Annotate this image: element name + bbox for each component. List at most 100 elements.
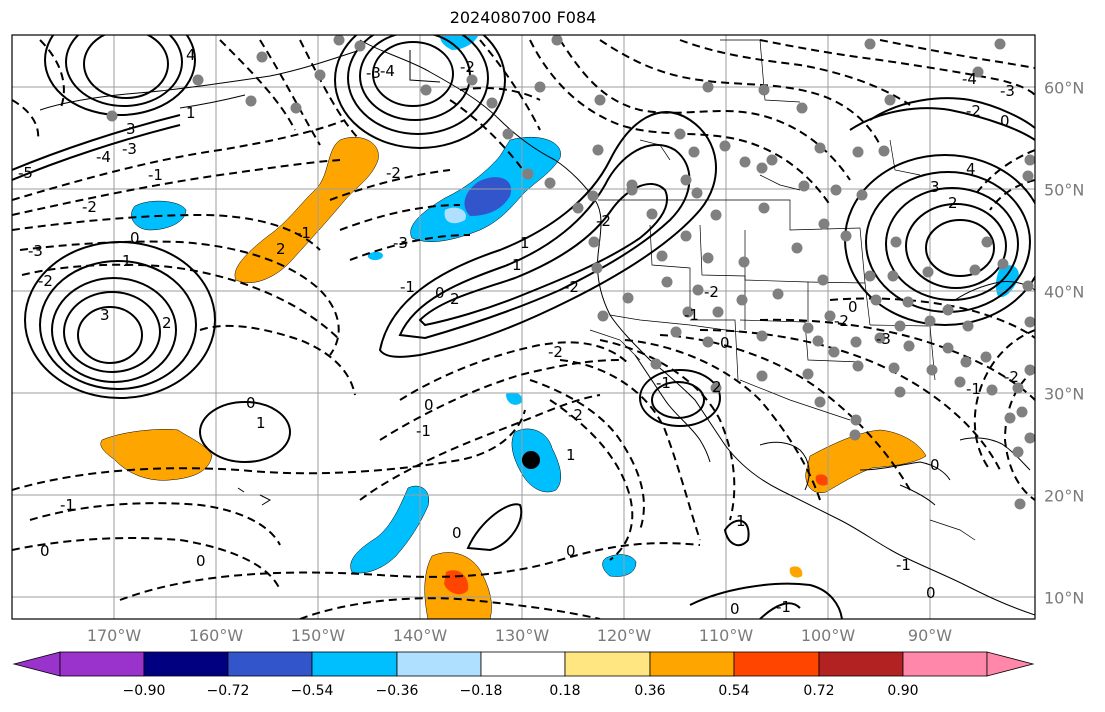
colorbar-extend-low — [12, 651, 61, 677]
storm-center-marker — [522, 451, 540, 469]
contour-label: 1 — [736, 512, 746, 530]
coastlines — [39, 39, 1035, 616]
colorbar-tick: −0.36 — [375, 683, 419, 699]
lon-label: 130°W — [494, 626, 550, 645]
colorbar-segment — [143, 651, 229, 677]
contour-label: 4 — [186, 46, 196, 64]
map-frame — [11, 34, 1036, 620]
contour-label: -2 — [548, 343, 563, 361]
colorbar-tick: 0.18 — [549, 683, 581, 699]
contour-label: -1 — [296, 224, 311, 242]
colorbar-tick: 0.72 — [803, 683, 835, 699]
map-title: 2024080700 F084 — [449, 8, 597, 27]
contour-label: 0 — [435, 284, 445, 302]
graticule — [12, 35, 1035, 619]
contour-label: -1 — [416, 422, 431, 440]
lat-label: 10°N — [1044, 588, 1085, 608]
contour-label: -4 — [380, 62, 395, 80]
colorbar — [12, 651, 1035, 677]
contour-label: 0 — [1000, 112, 1010, 130]
contour-label: -5 — [18, 164, 33, 182]
contour-label: 0 — [848, 298, 858, 316]
colorbar-segment — [227, 651, 313, 677]
contour-label: 0 — [720, 334, 730, 352]
lat-label: 60°N — [1044, 78, 1085, 98]
lon-label: 170°W — [86, 626, 142, 645]
contour-label: -3 — [366, 64, 381, 82]
contour-label: -4 — [962, 70, 977, 88]
contour-label: 1 — [122, 252, 132, 270]
contour-label: -1 — [400, 278, 415, 296]
lon-label: 140°W — [392, 626, 448, 645]
contour-label: 0 — [930, 456, 940, 474]
lon-label: 110°W — [698, 626, 754, 645]
contour-label: -3 — [122, 140, 137, 158]
anomaly-orange-hawaii — [100, 429, 213, 481]
contour-label: -1 — [684, 306, 699, 324]
contour-label: -2 — [596, 212, 611, 230]
lon-label: 160°W — [188, 626, 244, 645]
lat-label: 20°N — [1044, 486, 1085, 506]
contour-label: -1 — [896, 556, 911, 574]
anomaly-orange-gulf — [805, 429, 927, 494]
contour-label: 1 — [512, 256, 522, 274]
anomaly-lightblue-gulf-alaska — [444, 207, 466, 224]
contour-label: 4 — [966, 160, 976, 178]
political-borders — [589, 39, 976, 541]
anomaly-red-gulf — [815, 474, 829, 486]
contour-label: -3 — [876, 330, 891, 348]
contour-label: -2 — [568, 406, 583, 424]
lon-label: 150°W — [290, 626, 346, 645]
colorbar-tick: 0.36 — [634, 683, 666, 699]
anomaly-orange-pacific-mx — [789, 566, 803, 578]
contour-label: -2 — [1004, 368, 1019, 386]
contour-labels: -5 -4 -3 -2 -1 0 1 2 3 -4 -3 -2 0 4 3 2 … — [18, 46, 1019, 618]
shaded-anomaly-fields — [100, 36, 1019, 619]
colorbar-segment — [902, 651, 988, 677]
colorbar-segment — [649, 651, 735, 677]
contour-label: 2 — [712, 378, 722, 396]
contour-label: -1 — [776, 598, 791, 616]
colorbar-segment — [396, 651, 482, 677]
contour-label: -2 — [704, 283, 719, 301]
lon-label: 90°W — [907, 626, 953, 645]
contour-label: 1 — [520, 234, 530, 252]
colorbar-extend-high — [986, 651, 1035, 677]
anomaly-blue-storm-north — [506, 392, 523, 405]
contour-label: -1 — [966, 380, 981, 398]
colorbar-tick: 0.54 — [718, 683, 750, 699]
lon-label: 100°W — [800, 626, 856, 645]
lat-label: 50°N — [1044, 180, 1085, 200]
contour-label: -2 — [834, 312, 849, 330]
contour-label: 0 — [566, 542, 576, 560]
lat-label: 30°N — [1044, 384, 1085, 404]
contour-label: -2 — [564, 278, 579, 296]
colorbar-tick: −0.90 — [122, 683, 166, 699]
anomaly-blue-tiny — [367, 251, 383, 261]
positive-contours — [12, 35, 1035, 619]
contour-label: -2 — [82, 198, 97, 216]
contour-label: 0 — [246, 394, 256, 412]
colorbar-tick: −0.18 — [459, 683, 503, 699]
contour-label: 0 — [424, 396, 434, 414]
colorbar-segment — [480, 651, 566, 677]
contour-label: 1 — [186, 104, 196, 122]
contour-label: -3 — [28, 242, 43, 260]
contour-label: -2 — [966, 102, 981, 120]
anomaly-blue-south-central — [350, 485, 430, 574]
contour-label: 2 — [450, 290, 460, 308]
colorbar-tick: 0.90 — [887, 683, 919, 699]
contour-label: 0 — [196, 552, 206, 570]
contour-label: -1 — [656, 374, 671, 392]
lat-label: 40°N — [1044, 282, 1085, 302]
contour-label: 3 — [126, 120, 136, 138]
contour-label: 0 — [452, 524, 462, 542]
contour-label: 1 — [566, 446, 576, 464]
contour-label: 1 — [256, 414, 266, 432]
anomaly-blue-small-east — [602, 554, 637, 577]
contour-label: -4 — [96, 148, 111, 166]
contour-label: 0 — [40, 542, 50, 560]
contour-label: 0 — [926, 584, 936, 602]
contour-label: 2 — [162, 314, 172, 332]
colorbar-tick: −0.54 — [290, 683, 334, 699]
